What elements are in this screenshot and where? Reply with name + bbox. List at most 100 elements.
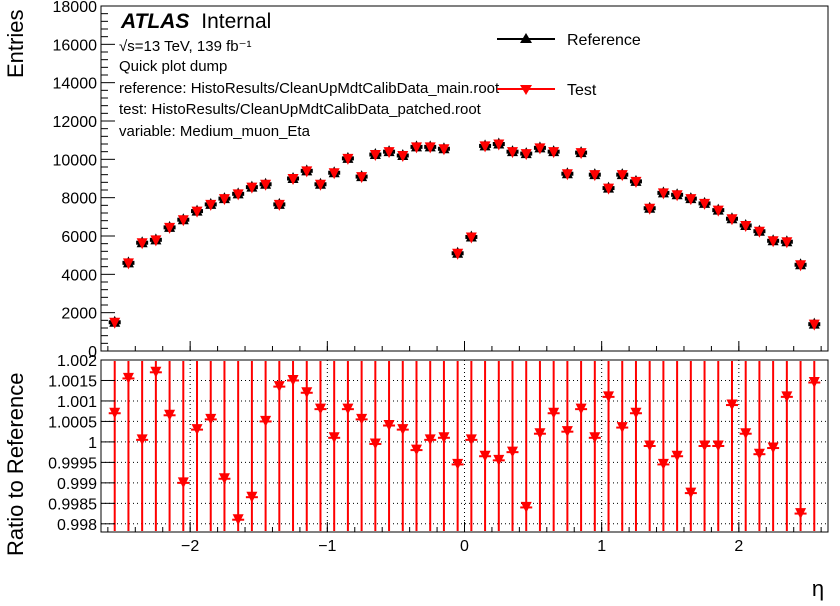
ratio-point — [589, 432, 601, 444]
test-point — [136, 238, 148, 250]
x-axis-label: η — [812, 576, 824, 601]
annotation-reference: reference: HistoResults/CleanUpMdtCalibD… — [119, 80, 500, 97]
ratio-point — [177, 477, 189, 489]
ratio-axes: 0.998 0.9985 0.999 0.9995 1 1.0005 1.001 1.0015… — [48, 353, 822, 555]
top-points — [108, 137, 821, 331]
y-tick-label-top: 8000 — [61, 191, 97, 208]
ratio-point — [534, 428, 546, 440]
test-point — [424, 142, 436, 154]
ratio-point — [232, 514, 244, 526]
test-point — [301, 166, 313, 178]
test-point — [589, 170, 601, 182]
x-tick-label: −1 — [318, 538, 336, 555]
ratio-point — [342, 403, 354, 415]
ratio-point — [369, 438, 381, 450]
test-point — [246, 182, 258, 194]
y-tick-label-top: 12000 — [53, 114, 98, 131]
y-axis-label-ratio: Ratio to Reference — [3, 373, 28, 556]
ratio-error-bars — [113, 361, 816, 531]
ratio-point — [644, 440, 656, 452]
y-tick-label-top: 6000 — [61, 229, 97, 246]
ratio-point — [520, 501, 532, 513]
y-tick-label-ratio: 0.998 — [57, 517, 97, 534]
ratio-point — [273, 381, 285, 393]
ratio-point — [479, 450, 491, 462]
ratio-point — [383, 420, 395, 432]
ratio-point — [452, 458, 464, 470]
test-point — [273, 199, 285, 211]
x-tick-label: 1 — [597, 538, 606, 555]
ratio-point — [314, 403, 326, 415]
y-tick-label-top: 18000 — [53, 0, 98, 16]
ratio-point — [164, 409, 176, 421]
ratio-point — [603, 391, 615, 403]
y-tick-label-ratio: 1.0005 — [48, 414, 97, 431]
ratio-point — [328, 432, 340, 444]
ratio-point — [795, 508, 807, 520]
test-point — [218, 194, 230, 206]
y-tick-label-ratio: 0.9985 — [48, 496, 97, 513]
test-point — [356, 172, 368, 184]
y-tick-label-top: 10000 — [53, 152, 98, 169]
ratio-point — [575, 403, 587, 415]
annotation-variable: variable: Medium_muon_Eta — [119, 123, 311, 140]
ratio-point — [657, 458, 669, 470]
test-point — [616, 170, 628, 182]
ratio-point — [740, 428, 752, 440]
test-point — [657, 188, 669, 200]
test-point — [328, 168, 340, 180]
legend-test-marker — [520, 85, 532, 95]
test-point — [699, 198, 711, 210]
test-point — [287, 174, 299, 185]
test-point — [575, 148, 587, 160]
ratio-point — [465, 434, 477, 446]
legend-reference-marker — [520, 33, 532, 43]
test-point — [685, 194, 697, 206]
y-tick-label-ratio: 1.001 — [57, 394, 97, 411]
test-point — [767, 236, 779, 248]
test-point — [712, 205, 724, 217]
test-point — [507, 147, 519, 159]
ratio-point — [767, 442, 779, 454]
test-point — [109, 317, 121, 329]
ratio-point — [712, 440, 724, 452]
ratio-point — [493, 454, 505, 466]
ratio-point — [122, 372, 134, 384]
ratio-point — [561, 426, 573, 438]
y-tick-label-top: 14000 — [53, 76, 98, 93]
ratio-point — [397, 424, 409, 436]
ratio-point — [507, 446, 519, 458]
atlas-label: ATLAS Internal — [120, 10, 271, 33]
ratio-point — [109, 407, 121, 419]
ratio-point — [136, 434, 148, 446]
ratio-point — [630, 407, 642, 419]
ratio-point — [726, 399, 738, 411]
test-point — [177, 215, 189, 227]
ratio-point — [438, 432, 450, 444]
test-point — [644, 203, 656, 215]
legend-test-label: Test — [567, 82, 597, 99]
test-point — [397, 151, 409, 162]
y-tick-label-top: 0 — [88, 344, 97, 361]
y-tick-label-ratio: 1.0015 — [48, 373, 97, 390]
ratio-points — [108, 366, 821, 526]
ratio-point — [150, 366, 162, 378]
test-point — [232, 189, 244, 201]
test-point — [410, 142, 422, 154]
test-point — [630, 176, 642, 188]
ratio-point — [260, 415, 272, 427]
test-point — [150, 235, 162, 247]
test-point — [781, 237, 793, 249]
test-point — [369, 150, 381, 162]
ratio-point — [808, 377, 820, 389]
test-point — [438, 144, 450, 156]
legend: Reference Test — [497, 32, 641, 99]
y-tick-label-ratio: 0.999 — [57, 476, 97, 493]
ratio-point — [410, 444, 422, 456]
annotation-energy: √s=13 TeV, 139 fb⁻¹ — [119, 38, 252, 55]
test-point — [561, 169, 573, 181]
test-point — [164, 222, 176, 234]
ratio-grid — [101, 359, 828, 532]
test-point — [753, 226, 765, 238]
